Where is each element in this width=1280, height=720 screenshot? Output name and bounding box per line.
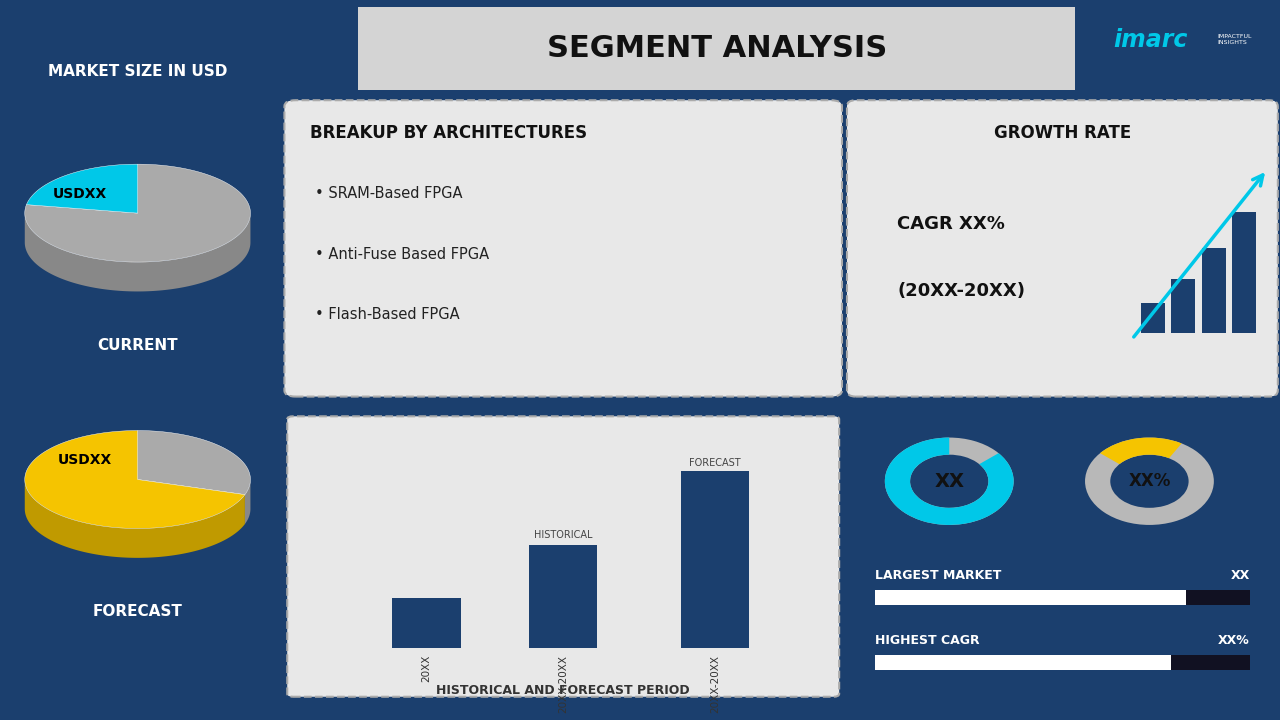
Polygon shape	[138, 431, 251, 495]
Text: 20XX-20XX: 20XX-20XX	[558, 655, 568, 713]
Polygon shape	[244, 479, 251, 524]
Text: BREAKUP BY ARCHITECTURES: BREAKUP BY ARCHITECTURES	[310, 125, 588, 143]
Polygon shape	[24, 164, 251, 262]
Bar	[1140, 303, 1165, 333]
Wedge shape	[884, 438, 1014, 525]
Text: USDXX: USDXX	[58, 453, 113, 467]
Bar	[529, 545, 598, 648]
Text: HISTORICAL: HISTORICAL	[534, 530, 593, 540]
Polygon shape	[24, 213, 251, 292]
Text: MARKET SIZE IN USD: MARKET SIZE IN USD	[47, 65, 228, 79]
Bar	[876, 655, 1171, 670]
Bar	[1185, 590, 1249, 606]
Polygon shape	[27, 164, 138, 213]
Text: 20XX-20XX: 20XX-20XX	[710, 655, 721, 713]
Text: GROWTH RATE: GROWTH RATE	[993, 125, 1132, 143]
Text: XX: XX	[1230, 570, 1249, 582]
Text: (20XX-20XX): (20XX-20XX)	[897, 282, 1025, 300]
FancyBboxPatch shape	[845, 546, 1280, 703]
Text: • Flash-Based FPGA: • Flash-Based FPGA	[315, 307, 460, 323]
Bar	[876, 590, 1185, 606]
Wedge shape	[884, 438, 1014, 525]
Bar	[681, 471, 749, 648]
Wedge shape	[1100, 438, 1181, 464]
Text: FORECAST: FORECAST	[690, 457, 741, 467]
Text: SEGMENT ANALYSIS: SEGMENT ANALYSIS	[547, 34, 887, 63]
FancyBboxPatch shape	[287, 416, 840, 697]
FancyBboxPatch shape	[323, 3, 1111, 94]
Bar	[1233, 212, 1256, 333]
Text: CURRENT: CURRENT	[97, 338, 178, 353]
Bar	[1202, 248, 1226, 333]
Bar	[1171, 279, 1196, 333]
Wedge shape	[1085, 438, 1213, 525]
Text: IMPACTFUL
INSIGHTS: IMPACTFUL INSIGHTS	[1217, 34, 1252, 45]
Text: XX: XX	[934, 472, 964, 491]
Bar	[392, 598, 461, 648]
FancyBboxPatch shape	[284, 100, 842, 397]
Bar	[1171, 655, 1249, 670]
Text: XX%: XX%	[1217, 634, 1249, 647]
Text: • Anti-Fuse Based FPGA: • Anti-Fuse Based FPGA	[315, 247, 489, 262]
FancyBboxPatch shape	[847, 100, 1277, 397]
Text: FORECAST: FORECAST	[92, 604, 183, 619]
Text: XX%: XX%	[1128, 472, 1171, 490]
Text: HISTORICAL AND FORECAST PERIOD: HISTORICAL AND FORECAST PERIOD	[436, 684, 690, 697]
Polygon shape	[24, 480, 244, 558]
Text: • SRAM-Based FPGA: • SRAM-Based FPGA	[315, 186, 463, 202]
Text: HIGHEST CAGR: HIGHEST CAGR	[876, 634, 980, 647]
Polygon shape	[24, 431, 244, 528]
Text: LARGEST MARKET: LARGEST MARKET	[876, 570, 1002, 582]
Text: USDXX: USDXX	[52, 186, 108, 201]
Text: imarc: imarc	[1114, 27, 1188, 52]
Text: CAGR XX%: CAGR XX%	[897, 215, 1005, 233]
Text: 20XX: 20XX	[421, 655, 431, 683]
